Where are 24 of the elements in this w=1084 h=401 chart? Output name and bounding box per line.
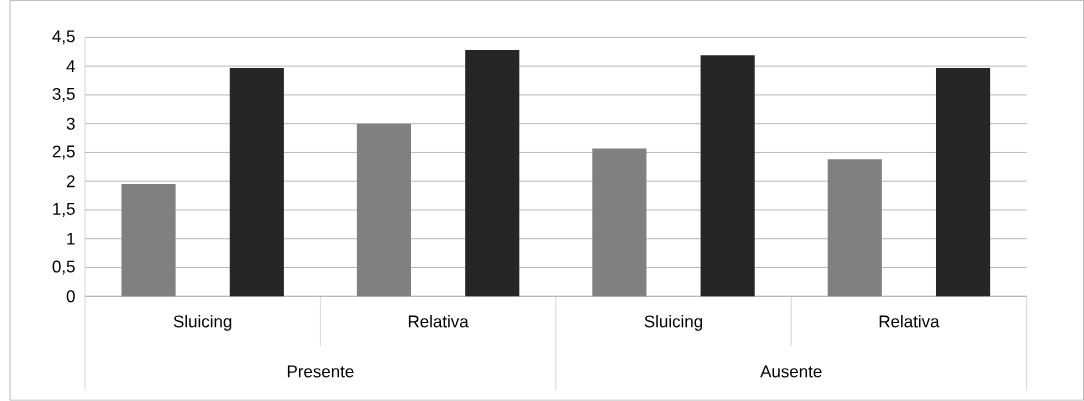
text: Presente xyxy=(287,365,354,378)
y-tick-label: 0,5 xyxy=(52,260,75,275)
y-tick-label: 1 xyxy=(67,233,75,245)
bar xyxy=(121,184,176,297)
bar xyxy=(356,123,412,297)
x-tick-label: Sluicing xyxy=(644,315,703,331)
y-tick-label: 2 xyxy=(66,175,75,188)
y-tick-label: 4,5 xyxy=(52,30,75,45)
x-tick-label: Sluicing xyxy=(173,315,232,331)
y-tick-label: 3 xyxy=(66,117,75,130)
bar xyxy=(827,159,882,297)
bar xyxy=(465,50,520,297)
y-tick-label: 4 xyxy=(66,60,75,73)
bar xyxy=(700,55,755,297)
x-tick-label: Relativa xyxy=(879,315,940,328)
bar xyxy=(935,68,991,297)
y-tick-label: 0 xyxy=(66,290,75,303)
x-tick-label: Relativa xyxy=(408,315,469,328)
y-tick-label: 3,5 xyxy=(52,88,75,103)
y-tick-label: 1,5 xyxy=(53,203,75,218)
bar xyxy=(229,68,284,297)
bar xyxy=(592,148,647,297)
text: Ausente xyxy=(760,365,822,378)
y-tick-label: 2,5 xyxy=(52,145,75,160)
